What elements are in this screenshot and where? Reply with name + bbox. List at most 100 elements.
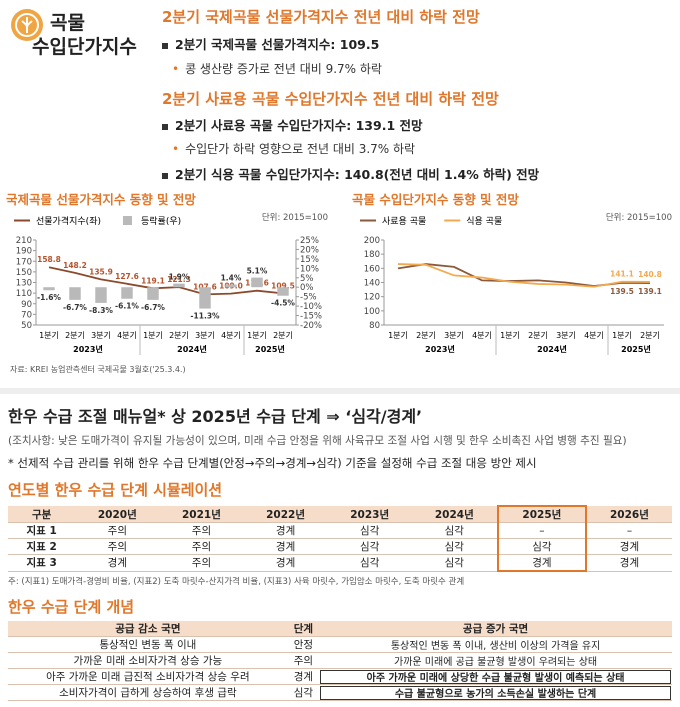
bar: [121, 287, 133, 299]
x-tick-label: 3분기: [556, 331, 576, 340]
table-cell: 심각: [327, 522, 412, 539]
chart-title: 국제곡물 선물가격지수 동향 및 전망: [6, 192, 196, 207]
x-tick-label: 2분기: [528, 331, 548, 340]
value-label: 141.1: [610, 270, 634, 279]
section-title: 곡물: [50, 12, 85, 34]
y2-tick-label: -5%: [300, 293, 317, 303]
table-header-row: 공급 감소 국면 단계 공급 증가 국면: [8, 621, 672, 637]
unit-label: 단위: 2015=100: [606, 212, 672, 223]
table-row: 소비자가격이 급하게 상승하여 후생 급락 심각 수급 불균형으로 농가의 소득손실…: [8, 684, 672, 701]
grain-icon: [11, 9, 43, 41]
bar-label: -4.5%: [271, 299, 295, 308]
bar-label: -1.6%: [37, 293, 61, 302]
table-cell: 주의: [159, 522, 244, 539]
x-tick-label: 1분기: [143, 331, 163, 340]
table-cell: 지표 3: [8, 554, 76, 572]
column-header: 2025년: [496, 505, 587, 523]
column-header: 구분: [8, 506, 76, 523]
x-tick-label: 4분기: [472, 331, 492, 340]
x-group-label: 2025년: [621, 344, 651, 354]
y-tick-label: 170: [16, 257, 32, 267]
x-group-label: 2024년: [537, 344, 567, 354]
x-tick-label: 4분기: [221, 331, 241, 340]
table-cell: 경계: [287, 668, 320, 685]
table-row: 지표 3 경계 주의 경계 심각 심각 경계 경계: [8, 554, 672, 572]
legend-label: 식용 곡물: [466, 216, 502, 227]
y-tick-label: 50: [21, 321, 32, 331]
y-tick-label: 180: [364, 250, 380, 260]
action-text: (조치사항: 낮은 도매가격이 유지될 가능성이 있으며, 미래 수급 안정을 …: [8, 435, 627, 447]
table-cell: 아주 가까운 미래에 상당한 수급 불균형 발생이 예측되는 상태: [319, 668, 672, 685]
y2-tick-label: 5%: [300, 274, 314, 284]
y2-tick-label: -20%: [300, 321, 322, 331]
value-label: 139.1: [638, 287, 662, 296]
table-cell: 경계: [585, 554, 672, 572]
table-cell: –: [496, 522, 587, 539]
table-cell: 경계: [75, 554, 160, 572]
bar-label: 1.9%: [169, 273, 190, 282]
value-label: 127.6: [115, 272, 139, 281]
legend-label: 선물가격지수(좌): [36, 215, 101, 227]
bullet: 2분기 식용 곡물 수입단가지수: 140.8(전년 대비 1.4% 하락) 전…: [162, 164, 539, 183]
table-row: 가까운 미래 소비자가격 상승 가능 주의 가까운 미래에 공급 불균형 발생이 우…: [8, 652, 672, 669]
y2-tick-label: 25%: [300, 236, 319, 246]
x-group-label: 2023년: [425, 344, 455, 354]
y-tick-label: 200: [364, 236, 380, 246]
column-header: 2024년: [411, 506, 498, 523]
table-header-row: 구분 2020년 2021년 2022년 2023년 2024년 2025년 2026년: [8, 505, 672, 523]
y-tick-label: 210: [16, 236, 32, 246]
chart-title: 곡물 수입단가지수 동향 및 전망: [352, 192, 519, 207]
y2-tick-label: 20%: [300, 245, 319, 255]
value-label: 107.6: [193, 282, 217, 291]
table-cell: 통상적인 변동 폭 이내, 생산비 이상의 가격을 유지: [319, 636, 672, 653]
column-header: 공급 감소 국면: [8, 621, 288, 637]
value-label: 109.5: [271, 281, 295, 290]
footnote: 주: (지표1) 도매가격-경영비 비율, (지표2) 도축 마릿수-산지가격 …: [8, 577, 465, 587]
x-tick-label: 2분기: [416, 331, 436, 340]
simulation-table: 구분 2020년 2021년 2022년 2023년 2024년 2025년 2026년 지표 …: [8, 505, 672, 572]
table-cell: 주의: [75, 538, 160, 555]
x-tick-label: 3분기: [444, 331, 464, 340]
x-tick-label: 1분기: [247, 331, 267, 340]
y2-tick-label: 10%: [300, 264, 319, 274]
value-label: 140.8: [638, 270, 662, 279]
note: 수입단가 하락 영향으로 전년 대비 3.7% 하락: [172, 140, 415, 157]
table-cell: 심각: [287, 684, 320, 701]
table-cell: 주의: [159, 554, 244, 572]
table-cell: 경계: [243, 554, 328, 572]
line: [48, 266, 284, 296]
x-tick-label: 1분기: [500, 331, 520, 340]
table-row: 통상적인 변동 폭 이내 안정 통상적인 변동 폭 이내, 생산비 이상의 가격을 …: [8, 636, 672, 653]
table-cell: 주의: [75, 522, 160, 539]
table-cell: 경계: [243, 538, 328, 555]
headline: 2분기 사료용 곡물 수입단가지수 전년 대비 하락 전망: [162, 90, 499, 108]
bar-label: 5.1%: [247, 267, 268, 276]
table-row: 지표 1 주의 주의 경계 심각 심각 – –: [8, 522, 672, 539]
y-tick-label: 110: [16, 289, 32, 299]
table-cell: 아주 가까운 미래 급진적 소비자가격 상승 우려: [8, 668, 288, 685]
section-title: 수입단가지수: [32, 36, 137, 58]
column-header: 2022년: [243, 506, 328, 523]
y-tick-label: 190: [16, 247, 32, 257]
table-cell: 지표 1: [8, 522, 76, 539]
column-header: 공급 증가 국면: [319, 621, 672, 637]
legend-label: 등락률(우): [141, 215, 181, 227]
divider: [0, 388, 680, 394]
table-cell: 경계: [243, 522, 328, 539]
x-tick-label: 2분기: [640, 331, 660, 340]
bar: [147, 287, 159, 300]
line: [397, 263, 651, 288]
table-cell: 심각: [496, 538, 587, 555]
y2-tick-label: -10%: [300, 302, 322, 312]
y-tick-label: 80: [369, 321, 380, 331]
value-label: 119.1: [141, 276, 165, 285]
bar: [199, 287, 211, 309]
x-tick-label: 2분기: [65, 331, 85, 340]
x-group-label: 2025년: [255, 344, 285, 354]
value-label: 148.2: [63, 261, 87, 270]
y-tick-label: 70: [21, 310, 32, 320]
table-cell: 심각: [327, 554, 412, 572]
x-tick-label: 1분기: [612, 331, 632, 340]
bullet: 2분기 국제곡물 선물가격지수: 109.5: [162, 34, 379, 53]
